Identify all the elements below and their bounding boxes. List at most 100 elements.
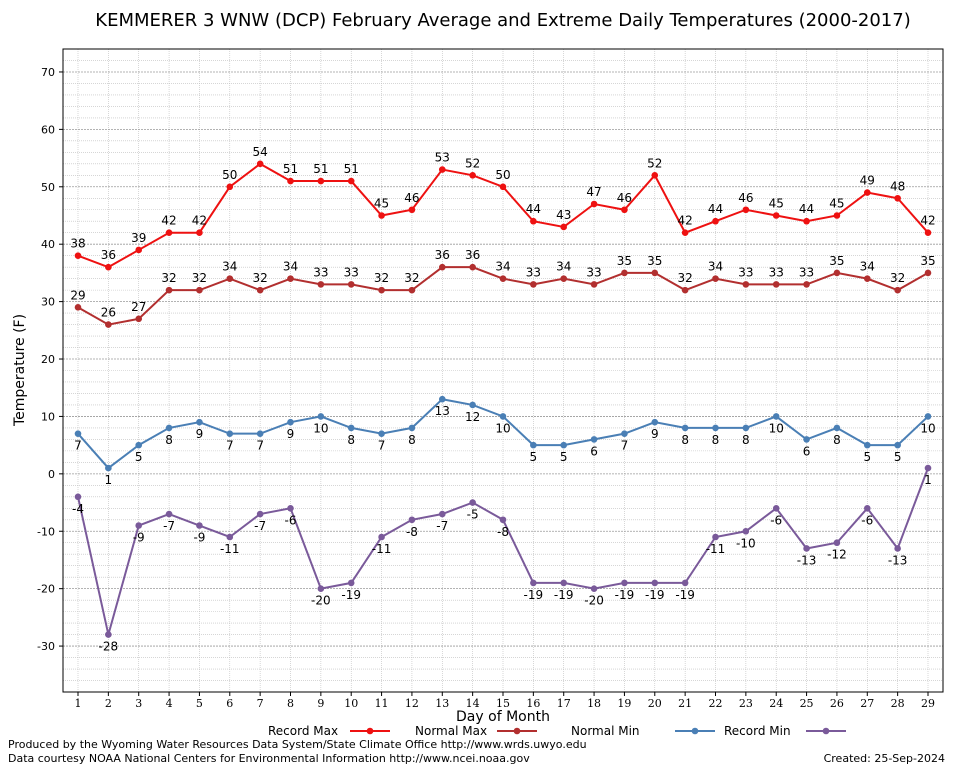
record-max-data-label: 38 — [70, 237, 85, 251]
record-max-data-label: 45 — [374, 196, 389, 210]
record-min-point — [135, 522, 143, 529]
normal-min-point — [924, 413, 932, 420]
legend-swatch-marker-normal-min — [691, 727, 699, 735]
legend-label-record-max: Record Max — [268, 724, 338, 738]
record-max-point — [105, 263, 112, 271]
record-max-point — [863, 189, 871, 196]
record-max-point — [408, 206, 416, 214]
record-min-point — [287, 504, 294, 512]
x-tick-label: 27 — [860, 697, 874, 710]
normal-min-point — [803, 436, 810, 443]
record-max-point — [803, 217, 810, 225]
normal-min-data-label: 1 — [105, 473, 113, 487]
x-tick-label: 6 — [226, 697, 233, 710]
record-max-data-label: 45 — [769, 196, 784, 210]
normal-max-data-label: 26 — [101, 306, 116, 320]
normal-max-data-label: 33 — [313, 265, 328, 279]
x-tick-label: 17 — [557, 697, 571, 710]
record-max-point — [196, 229, 203, 237]
normal-min-data-label: 7 — [74, 439, 82, 453]
x-tick-label: 19 — [617, 697, 631, 710]
normal-min-point — [712, 424, 719, 432]
x-tick-label: 5 — [196, 697, 203, 710]
normal-max-point — [196, 286, 203, 294]
normal-max-point — [560, 275, 568, 282]
normal-min-data-label: 8 — [408, 433, 416, 447]
normal-min-data-label: 7 — [256, 439, 264, 453]
normal-min-data-label: 5 — [560, 450, 568, 464]
normal-max-data-label: 32 — [192, 271, 207, 285]
normal-max-point — [742, 281, 750, 288]
record-max-point — [499, 183, 507, 191]
record-min-point — [347, 579, 355, 587]
record-max-point — [378, 212, 385, 219]
normal-max-point — [135, 315, 143, 323]
record-min-data-label: -8 — [497, 525, 509, 539]
x-tick-label: 22 — [709, 697, 723, 710]
record-max-point — [256, 160, 264, 168]
x-tick-label: 18 — [587, 697, 601, 710]
record-max-data-label: 49 — [860, 174, 875, 188]
record-min-data-label: -19 — [341, 588, 361, 602]
normal-min-data-label: 9 — [287, 427, 295, 441]
normal-max-point — [408, 286, 416, 294]
y-tick-label: 10 — [41, 410, 55, 423]
normal-min-point — [347, 424, 355, 432]
normal-min-data-label: 10 — [769, 421, 784, 435]
x-tick-label: 2 — [105, 697, 112, 710]
x-tick-label: 24 — [769, 697, 783, 710]
normal-max-data-label: 32 — [890, 271, 905, 285]
normal-max-point — [499, 275, 507, 282]
record-min-point — [621, 579, 628, 587]
normal-min-point — [742, 424, 750, 432]
normal-max-point — [530, 281, 537, 288]
normal-min-data-label: 6 — [803, 444, 811, 458]
record-min-data-label: -6 — [861, 513, 873, 527]
record-min-data-label: -13 — [797, 553, 817, 567]
normal-min-point — [469, 401, 476, 409]
normal-min-data-label: 8 — [712, 433, 720, 447]
record-min-data-label: -19 — [645, 588, 665, 602]
normal-min-data-label: 12 — [465, 410, 480, 424]
y-tick-label: 40 — [41, 238, 55, 251]
record-min-point — [317, 585, 325, 592]
x-tick-label: 23 — [739, 697, 753, 710]
record-max-point — [621, 206, 628, 214]
record-min-point — [924, 464, 932, 472]
y-tick-label: -30 — [37, 640, 55, 653]
normal-min-point — [165, 424, 173, 432]
normal-max-data-label: 33 — [769, 265, 784, 279]
normal-min-data-label: 10 — [313, 421, 328, 435]
record-min-data-label: -6 — [285, 513, 297, 527]
record-max-data-label: 44 — [799, 202, 814, 216]
record-max-point — [590, 200, 598, 208]
record-min-data-label: -7 — [254, 519, 266, 533]
record-max-point — [347, 177, 355, 185]
record-max-data-label: 53 — [435, 151, 450, 165]
normal-min-data-label: 7 — [378, 439, 386, 453]
normal-max-point — [924, 269, 932, 277]
normal-min-point — [135, 441, 143, 449]
normal-max-data-label: 32 — [253, 271, 268, 285]
normal-max-data-label: 29 — [70, 288, 85, 302]
record-min-data-label: -19 — [554, 588, 574, 602]
normal-max-point — [226, 275, 234, 282]
record-min-data-label: -19 — [524, 588, 544, 602]
record-max-data-label: 51 — [283, 162, 298, 176]
normal-min-data-label: 5 — [530, 450, 538, 464]
record-min-point — [863, 504, 871, 512]
x-axis-label: Day of Month — [456, 709, 550, 725]
normal-min-data-label: 10 — [920, 421, 935, 435]
record-min-data-label: -9 — [133, 531, 145, 545]
normal-min-point — [772, 413, 780, 420]
normal-max-data-label: 33 — [526, 265, 541, 279]
record-min-data-label: -11 — [220, 542, 240, 556]
record-max-data-label: 44 — [526, 202, 541, 216]
record-min-data-label: -12 — [827, 548, 847, 562]
record-max-data-label: 42 — [192, 214, 207, 228]
x-tick-label: 28 — [891, 697, 905, 710]
record-max-data-label: 42 — [678, 214, 693, 228]
normal-min-point — [894, 441, 901, 449]
record-max-data-label: 52 — [647, 156, 662, 170]
normal-max-point — [712, 275, 719, 282]
